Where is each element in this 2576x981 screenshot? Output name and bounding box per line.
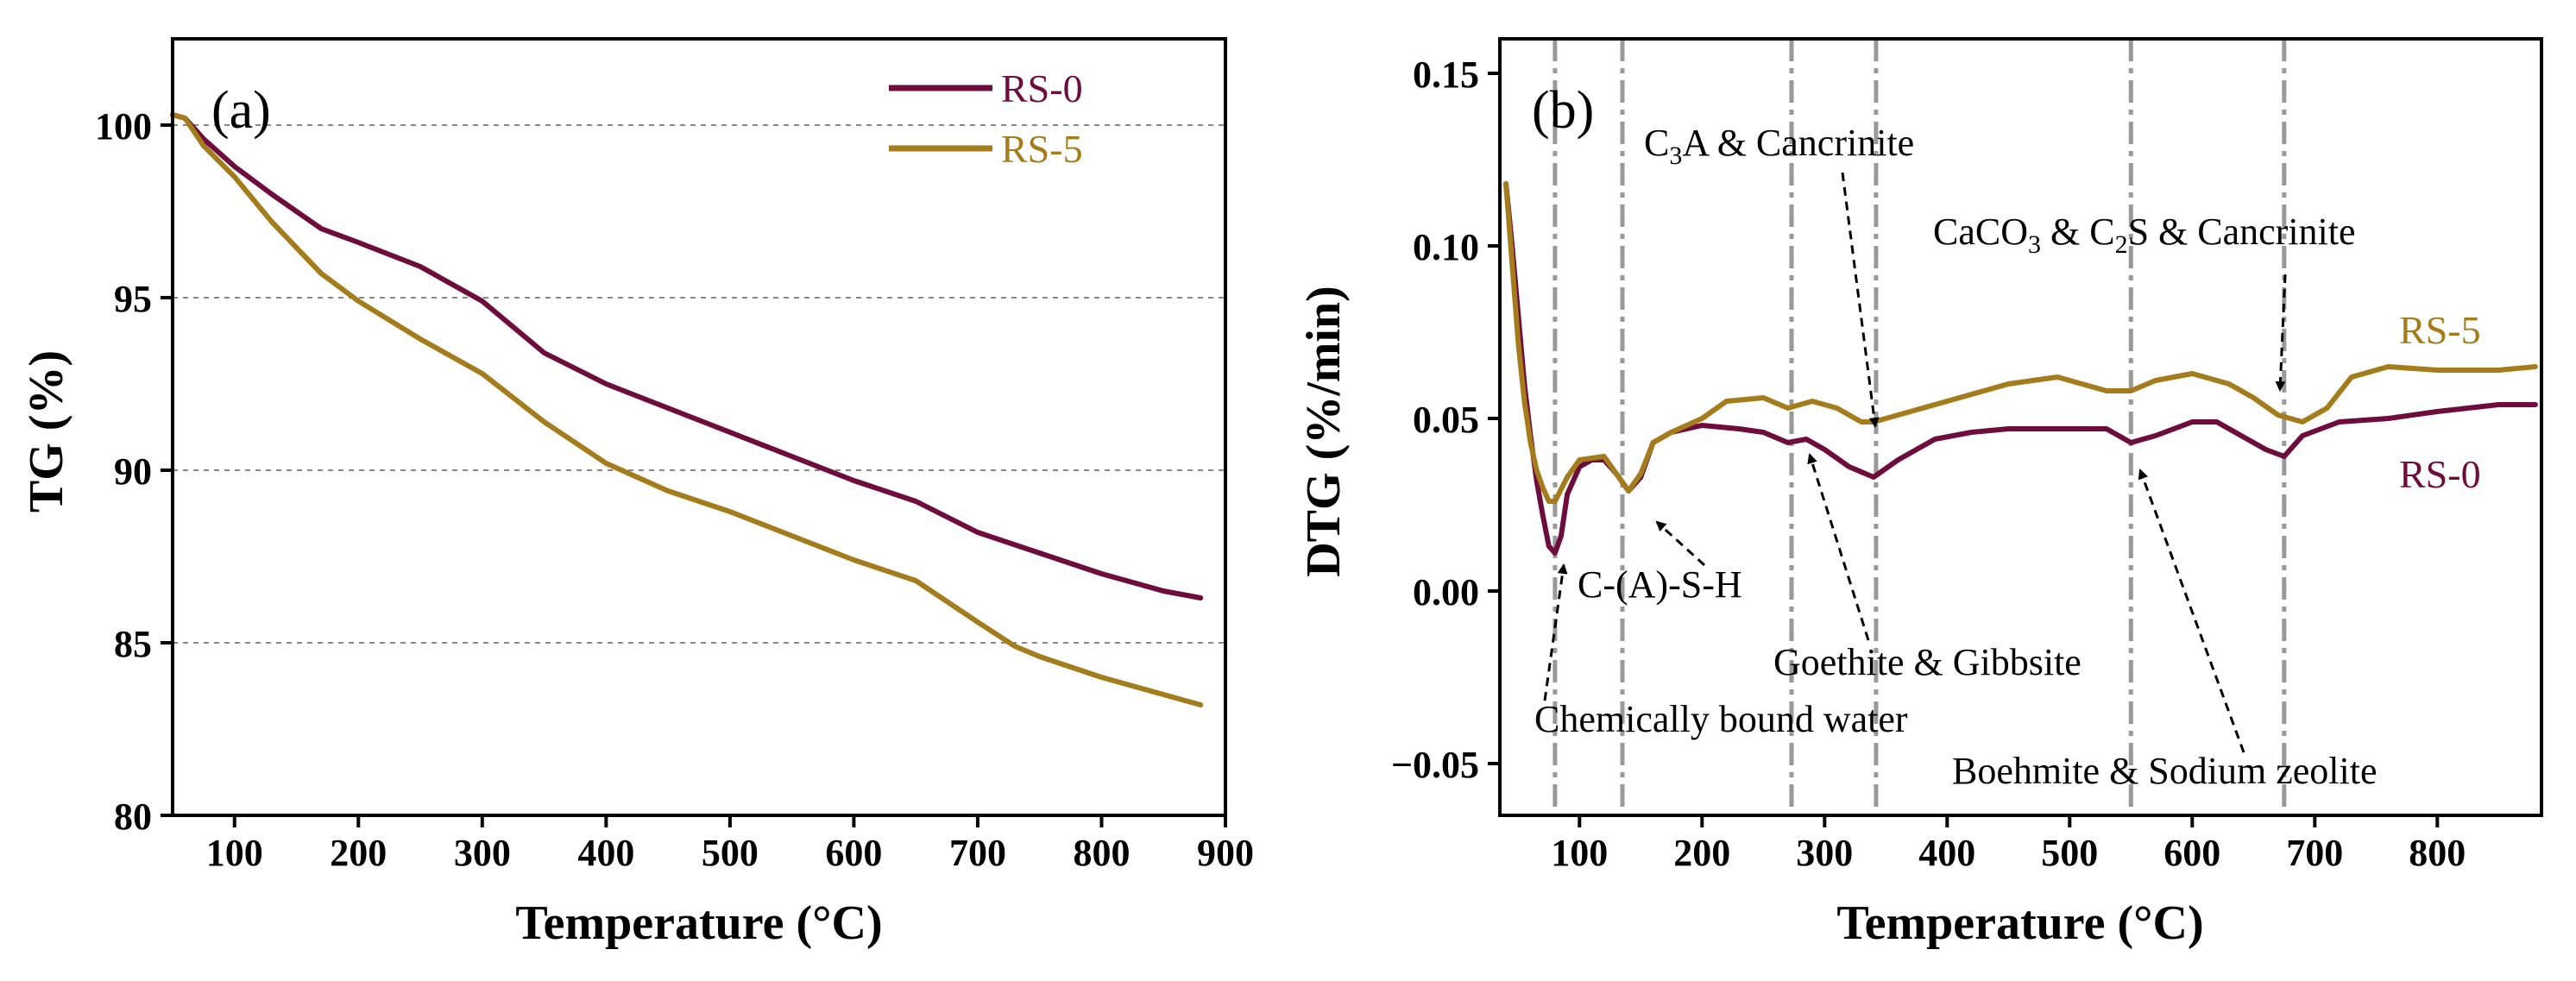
series-line-rs-5 [170, 112, 1204, 707]
curve-label-rs0: RS-0 [2399, 452, 2481, 496]
legend-rs5-label: RS-5 [1001, 127, 1083, 171]
chart-a-frame [171, 37, 1227, 817]
y-tick-label: 0.05 [1413, 399, 1479, 441]
x-tick-label: 500 [2041, 832, 2098, 874]
chart-a-x-ticks: 100 200 300 400 500 600 700 800 900 [206, 815, 1254, 874]
annotation-csh: C-(A)-S-H [1578, 563, 1742, 606]
arrow-chem [1543, 563, 1568, 701]
chart-b: 100 200 300 400 500 600 700 800 −0.05 0.00 0.05 0.… [1297, 37, 2543, 950]
chart-b-y-ticks: −0.05 0.00 0.05 0.10 0.15 [1391, 53, 1500, 786]
chart-b-series [1503, 181, 2538, 556]
x-tick-label: 900 [1197, 832, 1254, 874]
chart-b-x-ticks: 100 200 300 400 500 600 700 800 [1551, 815, 2466, 874]
annotation-caco3: CaCO3 & C2S & Cancrinite [1933, 211, 2356, 259]
x-tick-label: 300 [1796, 832, 1853, 874]
series-line-rs-0 [1503, 181, 2538, 556]
x-tick-label: 600 [2163, 832, 2220, 874]
y-tick-label: 0.00 [1413, 571, 1479, 613]
annotation-goethite: Goethite & Gibbsite [1773, 641, 2082, 683]
x-tick-label: 400 [577, 832, 634, 874]
chart-a-gridlines [173, 124, 1225, 644]
series-line-rs-0 [170, 112, 1204, 601]
chart-b-y-axis-label: DTG (%/min) [1297, 286, 1351, 577]
legend-rs0-label: RS-0 [1001, 66, 1083, 110]
x-tick-label: 100 [1551, 832, 1608, 874]
y-tick-label: 95 [114, 278, 152, 320]
series-line-rs-5 [1503, 181, 2538, 504]
chart-b-guide-lines [1553, 39, 2287, 815]
x-tick-label: 500 [702, 832, 759, 874]
x-tick-label: 400 [1918, 832, 1975, 874]
y-tick-label: 90 [114, 450, 152, 493]
chart-a-legend: RS-0 RS-5 [889, 66, 1083, 171]
chart-a-series [170, 112, 1204, 707]
x-tick-label: 700 [2286, 832, 2343, 874]
y-tick-label: 100 [95, 105, 152, 148]
x-tick-label: 300 [454, 832, 511, 874]
chart-b-frame [1498, 37, 2543, 817]
arrow-goethite [1807, 453, 1870, 641]
chart-a-x-axis-label: Temperature (°C) [515, 896, 882, 950]
arrow-boehmite [2138, 468, 2245, 753]
x-tick-label: 200 [330, 832, 387, 874]
chart-a: 100 200 300 400 500 600 700 800 900 80 85 90 95 100 … [20, 37, 1254, 950]
y-tick-label: 85 [114, 623, 152, 665]
annotation-boehmite: Boehmite & Sodium zeolite [1952, 750, 2378, 792]
curve-label-rs5: RS-5 [2399, 308, 2481, 352]
annotation-arrows [1543, 172, 2287, 753]
x-tick-label: 700 [949, 832, 1006, 874]
y-tick-label: 0.10 [1413, 226, 1479, 268]
y-tick-label: −0.05 [1391, 744, 1479, 786]
chart-a-y-axis-label: TG (%) [20, 350, 73, 513]
x-tick-label: 800 [1073, 832, 1130, 874]
chart-a-y-ticks: 80 85 90 95 100 [95, 105, 173, 838]
x-tick-label: 600 [825, 832, 882, 874]
chart-b-x-axis-label: Temperature (°C) [1836, 896, 2203, 950]
x-tick-label: 100 [206, 832, 263, 874]
annotation-chemically-bound-water: Chemically bound water [1534, 698, 1908, 740]
chart-b-panel-label: (b) [1532, 81, 1594, 140]
y-tick-label: 0.15 [1413, 53, 1479, 96]
chart-a-panel-label: (a) [211, 81, 271, 140]
y-tick-label: 80 [114, 795, 152, 838]
arrow-caco3 [2275, 274, 2287, 392]
annotation-c3a: C3A & Cancrinite [1644, 122, 1914, 170]
x-tick-label: 200 [1673, 832, 1730, 874]
x-tick-label: 800 [2409, 832, 2466, 874]
arrow-c3a [1841, 172, 1880, 428]
arrow-csh [1655, 520, 1706, 567]
